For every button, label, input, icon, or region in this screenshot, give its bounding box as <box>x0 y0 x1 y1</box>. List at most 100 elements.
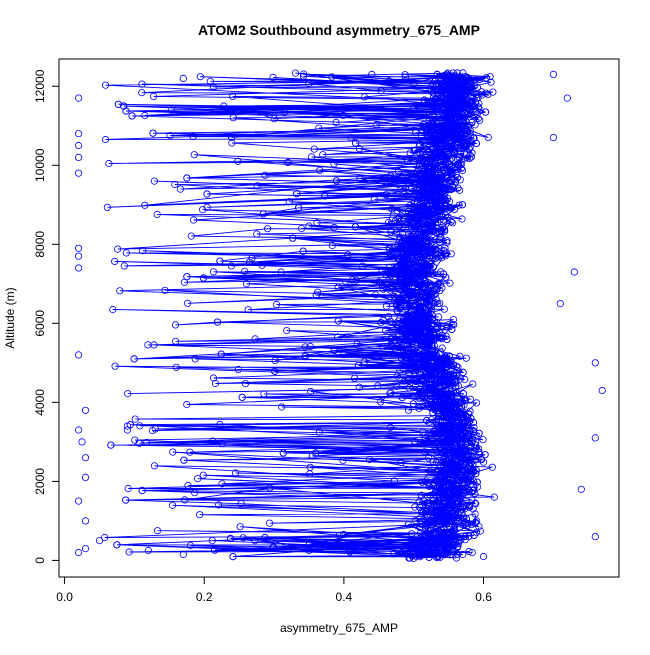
series-0-point <box>451 493 459 501</box>
series-0-point <box>400 377 408 385</box>
series-0-point <box>307 153 316 161</box>
series-0-point <box>482 74 490 82</box>
series-0-point <box>419 508 427 517</box>
series-0-point <box>430 542 438 550</box>
series-0-point <box>442 464 451 472</box>
series-0-point <box>228 133 236 141</box>
series-0-point <box>423 311 432 319</box>
series-0-point <box>394 247 403 255</box>
series-0-point <box>378 267 386 275</box>
series-0-point <box>416 387 424 396</box>
series-0-point <box>346 548 354 556</box>
series-0-point <box>180 456 188 464</box>
series-0-point <box>419 120 428 129</box>
series-0-point <box>421 124 429 132</box>
series-0-point <box>423 127 431 135</box>
series-0-point <box>434 441 443 449</box>
series-0-point <box>227 262 235 270</box>
series-0-point <box>438 331 446 339</box>
series-0-point <box>427 87 436 95</box>
series-0-point <box>203 203 211 211</box>
series-0-point <box>459 80 467 88</box>
series-0-point <box>465 446 473 455</box>
series-0-sample-point <box>81 517 90 525</box>
series-0-point <box>435 512 443 521</box>
series-0-point <box>241 379 250 388</box>
series-0-point <box>410 206 418 214</box>
series-0-point <box>287 543 295 551</box>
series-0-sample-point <box>591 434 599 442</box>
series-0-point <box>476 527 484 535</box>
series-0-point <box>467 153 475 161</box>
series-0-point <box>260 390 268 398</box>
series-0-point <box>449 361 458 369</box>
series-0-sample-point <box>75 548 83 557</box>
series-0-point <box>421 306 429 314</box>
series-0-point <box>428 363 436 371</box>
x-tick-label: 0.6 <box>475 590 492 604</box>
series-0-point <box>253 182 261 190</box>
series-0-point <box>340 530 348 539</box>
series-0-point <box>299 72 308 80</box>
series-0-point <box>442 419 450 427</box>
series-0-point <box>289 234 297 242</box>
series-0-point <box>393 382 401 391</box>
series-0-point <box>416 551 424 560</box>
series-0-point <box>413 266 421 274</box>
series-0-point <box>172 363 180 371</box>
series-0-point <box>446 279 454 287</box>
series-0-point <box>111 362 119 370</box>
series-0-point <box>443 70 451 78</box>
series-0-point <box>440 305 448 313</box>
series-0-sample-point <box>75 426 83 434</box>
series-0-point <box>473 478 481 486</box>
series-0-point <box>398 548 406 556</box>
series-0-point <box>471 76 479 84</box>
series-0-point <box>421 279 429 288</box>
series-0-point <box>390 292 398 300</box>
series-0-point <box>425 454 433 462</box>
series-0-point <box>101 135 110 144</box>
series-0-point <box>196 511 204 519</box>
series-0-point <box>297 224 306 233</box>
series-0-point <box>428 466 436 474</box>
series-0-point <box>385 245 393 253</box>
series-0-point <box>468 434 476 442</box>
series-0-point <box>415 404 423 412</box>
series-0-point <box>300 70 308 78</box>
series-0-point <box>409 202 417 210</box>
series-0-point <box>453 102 461 110</box>
series-0-point <box>427 236 435 244</box>
series-0-point <box>208 536 216 545</box>
series-0-point <box>161 286 169 294</box>
series-0-point <box>435 505 443 513</box>
series-0-point <box>406 326 415 334</box>
series-0-point <box>378 343 387 351</box>
series-0-point <box>489 88 497 96</box>
series-0-point <box>395 213 403 222</box>
series-0-point <box>206 77 214 85</box>
series-0-point <box>460 113 468 121</box>
series-0-point <box>354 361 362 369</box>
series-0-point <box>421 382 429 391</box>
series-0-point <box>408 333 417 341</box>
series-0-point <box>446 436 454 444</box>
series-0-point <box>431 371 439 379</box>
series-0-point <box>458 201 466 209</box>
series-0-point <box>404 406 413 414</box>
series-0-point <box>339 111 347 120</box>
series-0-point <box>421 282 429 291</box>
series-0-point <box>458 166 467 175</box>
series-0-point <box>404 369 413 377</box>
series-0-point <box>379 285 387 293</box>
series-0-point <box>478 91 486 99</box>
series-0-point <box>403 254 412 263</box>
series-0-point <box>213 318 222 326</box>
series-0-point <box>397 458 405 467</box>
series-0-point <box>370 195 378 203</box>
series-0-point <box>306 342 314 350</box>
series-0-point <box>429 360 437 368</box>
series-0-point <box>423 253 431 261</box>
y-axis-label: Altitude (m) <box>3 287 17 348</box>
series-0-point <box>434 300 442 308</box>
